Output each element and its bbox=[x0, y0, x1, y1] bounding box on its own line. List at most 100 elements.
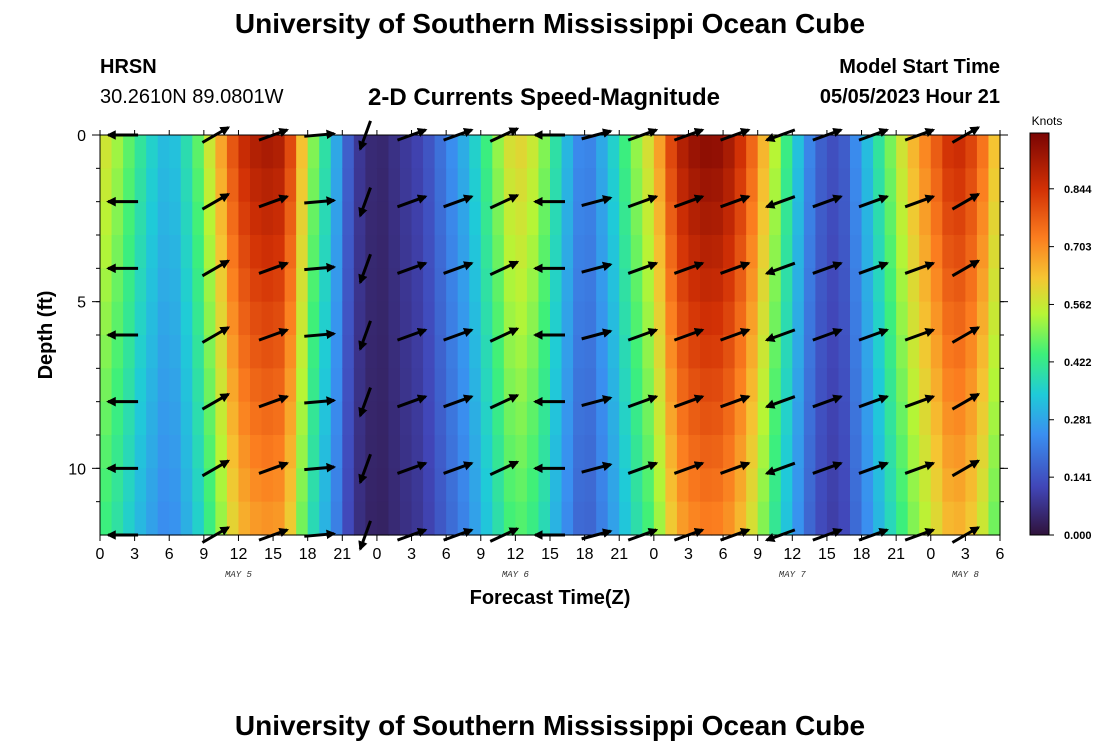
heatmap-cell bbox=[503, 468, 516, 503]
current-vector-arrow bbox=[951, 459, 981, 478]
current-vector-arrow bbox=[858, 461, 889, 475]
heatmap-cell bbox=[134, 501, 147, 536]
heatmap-cell bbox=[457, 268, 470, 303]
heatmap-cell bbox=[873, 335, 886, 369]
heatmap-cell bbox=[411, 501, 424, 536]
heatmap-cell bbox=[757, 335, 770, 369]
heatmap-cell bbox=[896, 301, 909, 336]
heatmap-cell bbox=[723, 168, 736, 203]
heatmap-cell bbox=[215, 135, 228, 169]
heatmap-cell bbox=[607, 335, 620, 369]
heatmap-cell bbox=[284, 301, 297, 336]
heatmap-cell bbox=[780, 235, 793, 269]
heatmap-cell bbox=[284, 268, 297, 303]
current-vector-arrow bbox=[581, 461, 613, 474]
heatmap-cell bbox=[930, 501, 943, 536]
heatmap-cell bbox=[953, 435, 966, 469]
heatmap-cell bbox=[515, 168, 528, 203]
current-vector-arrow bbox=[201, 326, 231, 344]
heatmap-cell bbox=[826, 468, 840, 503]
heatmap-cell bbox=[930, 335, 943, 369]
heatmap-cell bbox=[711, 301, 724, 336]
heatmap-cell bbox=[215, 468, 228, 503]
heatmap-cell bbox=[446, 135, 459, 169]
heatmap-cell bbox=[988, 368, 1001, 403]
heatmap-cell bbox=[180, 501, 193, 536]
heatmap-cell bbox=[353, 168, 366, 203]
heatmap-cell bbox=[284, 335, 297, 369]
current-vector-arrow bbox=[358, 187, 372, 218]
heatmap-cell bbox=[861, 201, 874, 236]
heatmap-cell bbox=[953, 501, 966, 536]
heatmap-cell bbox=[192, 235, 205, 269]
heatmap-cell bbox=[134, 468, 147, 503]
heatmap-cell bbox=[342, 301, 355, 336]
x-tick-label: 6 bbox=[996, 546, 1005, 563]
heatmap-cell bbox=[688, 368, 701, 403]
heatmap-cell bbox=[180, 335, 193, 369]
heatmap-cell bbox=[850, 135, 863, 169]
heatmap-cell bbox=[457, 235, 470, 269]
heatmap-cell bbox=[746, 268, 759, 303]
heatmap-cell bbox=[319, 201, 332, 236]
heatmap-cell bbox=[538, 168, 551, 203]
heatmap-cell bbox=[296, 335, 309, 369]
heatmap-cell bbox=[550, 235, 563, 269]
heatmap-cell bbox=[515, 501, 528, 536]
heatmap-cell bbox=[723, 501, 736, 536]
x-tick-label: 0 bbox=[649, 546, 658, 563]
heatmap-cell bbox=[215, 335, 228, 369]
heatmap-cell bbox=[769, 168, 782, 203]
heatmap-cell bbox=[411, 401, 424, 436]
heatmap-cell bbox=[250, 401, 263, 436]
heatmap-cell bbox=[561, 168, 574, 203]
heatmap-cell bbox=[469, 168, 482, 203]
heatmap-cell bbox=[676, 501, 690, 536]
heatmap-cell bbox=[642, 501, 655, 536]
heatmap-cell bbox=[411, 301, 424, 336]
heatmap-cell bbox=[700, 501, 713, 536]
heatmap-cell bbox=[515, 268, 528, 303]
heatmap-cell bbox=[434, 268, 447, 303]
heatmap-cell bbox=[400, 201, 413, 236]
heatmap-cell bbox=[261, 268, 274, 303]
heatmap-cell bbox=[757, 468, 770, 503]
heatmap-cell bbox=[388, 268, 401, 303]
heatmap-cell bbox=[169, 201, 182, 236]
heatmap-cell bbox=[238, 435, 251, 469]
station-coords: 30.2610N 89.0801W bbox=[100, 86, 284, 108]
heatmap-cell bbox=[469, 401, 482, 436]
heatmap-cell bbox=[780, 201, 793, 236]
heatmap-cell bbox=[711, 368, 724, 403]
heatmap-cell bbox=[180, 235, 193, 269]
heatmap-cell bbox=[526, 335, 540, 369]
heatmap-cell bbox=[584, 301, 597, 336]
heatmap-cell bbox=[434, 401, 447, 436]
heatmap-cell bbox=[734, 201, 747, 236]
heatmap-cell bbox=[457, 468, 470, 503]
heatmap-cell bbox=[192, 335, 205, 369]
current-vector-arrow bbox=[904, 261, 936, 275]
heatmap-cell bbox=[711, 501, 724, 536]
heatmap-cell bbox=[953, 368, 966, 403]
heatmap-cell bbox=[469, 468, 482, 503]
heatmap-cell bbox=[376, 335, 390, 369]
heatmap-cell bbox=[919, 301, 932, 336]
heatmap-cell bbox=[180, 201, 193, 236]
heatmap-cell bbox=[861, 135, 874, 169]
heatmap-cell bbox=[596, 235, 609, 269]
heatmap-cell bbox=[746, 235, 759, 269]
heatmap-cell bbox=[238, 168, 251, 203]
heatmap-cell bbox=[376, 368, 390, 403]
heatmap-cell bbox=[630, 135, 643, 169]
heatmap-cell bbox=[157, 135, 170, 169]
heatmap-cell bbox=[250, 168, 263, 203]
heatmap-cell bbox=[573, 468, 586, 503]
heatmap-cell bbox=[296, 468, 309, 503]
heatmap-cell bbox=[342, 201, 355, 236]
current-vector-arrow bbox=[904, 461, 936, 475]
current-vector-arrow bbox=[673, 261, 705, 275]
heatmap-cell bbox=[619, 201, 632, 236]
x-tick-label: 18 bbox=[853, 546, 871, 563]
heatmap-cell bbox=[653, 435, 666, 469]
